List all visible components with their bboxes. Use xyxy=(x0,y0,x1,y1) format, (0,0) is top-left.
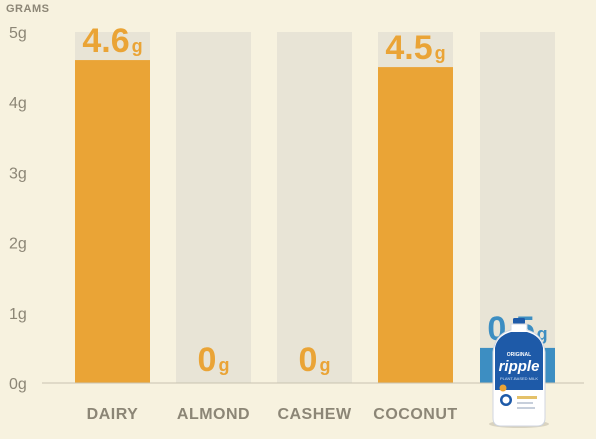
bottle-variant-text: ORIGINAL xyxy=(507,352,531,358)
y-tick-label: 3g xyxy=(9,165,27,182)
bar-value-number: 0 xyxy=(198,341,217,379)
bottle-brand-text: ripple xyxy=(499,358,540,375)
bar-value-number: 4.6 xyxy=(82,22,129,60)
y-axis-title: GRAMS xyxy=(6,3,49,15)
y-tick-label: 4g xyxy=(9,95,27,112)
category-label: DAIRY xyxy=(87,406,139,423)
bar xyxy=(75,60,150,383)
y-tick-label: 5g xyxy=(9,25,27,42)
bar-value-number: 4.5 xyxy=(385,29,432,67)
y-tick-label: 1g xyxy=(9,306,27,323)
bar-value-unit: g xyxy=(537,324,548,344)
category-label: CASHEW xyxy=(277,406,352,423)
bar xyxy=(378,67,453,383)
category-label: COCONUT xyxy=(373,406,457,423)
y-tick-label: 2g xyxy=(9,236,27,253)
bar-track xyxy=(176,32,251,383)
bar-value-number: 0 xyxy=(299,341,318,379)
y-axis-ticks: 0g 1g 2g 3g 4g 5g xyxy=(9,25,27,393)
category-labels: DAIRY ALMOND CASHEW COCONUT xyxy=(87,406,458,423)
bar-value-label: 4.5 g xyxy=(385,29,445,67)
ripple-milk-bottle-icon: ORIGINAL ripple PLANT-BASED MILK xyxy=(489,318,549,428)
bar-track xyxy=(277,32,352,383)
bar-value-unit: g xyxy=(435,43,446,63)
y-tick-label: 0g xyxy=(9,376,27,393)
bar-value-label: 4.6 g xyxy=(82,22,142,60)
bar-value-unit: g xyxy=(132,36,143,56)
category-label: ALMOND xyxy=(177,406,250,423)
bar-value-unit: g xyxy=(319,355,330,375)
bottle-tagline-text: PLANT-BASED MILK xyxy=(500,376,538,381)
bar-value-unit: g xyxy=(218,355,229,375)
